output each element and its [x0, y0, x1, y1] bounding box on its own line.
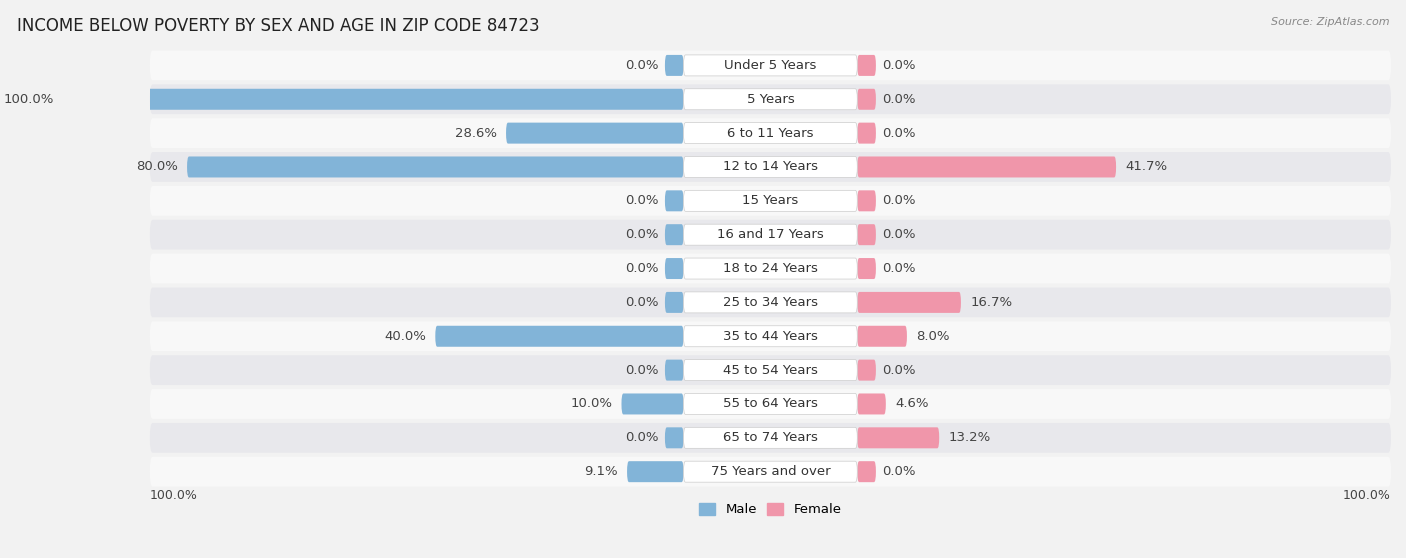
Text: Source: ZipAtlas.com: Source: ZipAtlas.com: [1271, 17, 1389, 27]
FancyBboxPatch shape: [150, 152, 1391, 182]
FancyBboxPatch shape: [665, 258, 683, 279]
FancyBboxPatch shape: [858, 427, 939, 448]
FancyBboxPatch shape: [858, 326, 907, 347]
Text: 100.0%: 100.0%: [3, 93, 53, 106]
FancyBboxPatch shape: [150, 355, 1391, 385]
FancyBboxPatch shape: [858, 258, 876, 279]
FancyBboxPatch shape: [665, 359, 683, 381]
FancyBboxPatch shape: [683, 190, 858, 211]
Text: 16.7%: 16.7%: [970, 296, 1012, 309]
FancyBboxPatch shape: [858, 224, 876, 245]
FancyBboxPatch shape: [150, 457, 1391, 487]
Text: 0.0%: 0.0%: [626, 431, 658, 444]
FancyBboxPatch shape: [150, 84, 1391, 114]
FancyBboxPatch shape: [665, 190, 683, 211]
FancyBboxPatch shape: [150, 220, 1391, 249]
Text: 0.0%: 0.0%: [882, 93, 915, 106]
Text: 0.0%: 0.0%: [882, 364, 915, 377]
Text: 0.0%: 0.0%: [882, 228, 915, 241]
Text: 5 Years: 5 Years: [747, 93, 794, 106]
Text: 80.0%: 80.0%: [136, 161, 177, 174]
FancyBboxPatch shape: [665, 427, 683, 448]
Text: 0.0%: 0.0%: [626, 59, 658, 72]
FancyBboxPatch shape: [683, 359, 858, 381]
FancyBboxPatch shape: [683, 427, 858, 448]
Text: 55 to 64 Years: 55 to 64 Years: [723, 397, 818, 411]
Text: 0.0%: 0.0%: [626, 364, 658, 377]
FancyBboxPatch shape: [683, 123, 858, 143]
Text: 100.0%: 100.0%: [1343, 489, 1391, 502]
FancyBboxPatch shape: [150, 321, 1391, 351]
Text: 25 to 34 Years: 25 to 34 Years: [723, 296, 818, 309]
FancyBboxPatch shape: [683, 156, 858, 177]
FancyBboxPatch shape: [858, 393, 886, 415]
FancyBboxPatch shape: [150, 51, 1391, 80]
FancyBboxPatch shape: [858, 156, 1116, 177]
FancyBboxPatch shape: [683, 55, 858, 76]
Text: 41.7%: 41.7%: [1125, 161, 1167, 174]
FancyBboxPatch shape: [506, 123, 683, 143]
Text: 12 to 14 Years: 12 to 14 Years: [723, 161, 818, 174]
Text: 0.0%: 0.0%: [626, 194, 658, 208]
Text: 0.0%: 0.0%: [882, 127, 915, 140]
FancyBboxPatch shape: [683, 393, 858, 415]
FancyBboxPatch shape: [858, 190, 876, 211]
FancyBboxPatch shape: [858, 461, 876, 482]
Text: 10.0%: 10.0%: [571, 397, 612, 411]
Text: INCOME BELOW POVERTY BY SEX AND AGE IN ZIP CODE 84723: INCOME BELOW POVERTY BY SEX AND AGE IN Z…: [17, 17, 540, 35]
FancyBboxPatch shape: [665, 55, 683, 76]
FancyBboxPatch shape: [858, 359, 876, 381]
FancyBboxPatch shape: [150, 389, 1391, 419]
FancyBboxPatch shape: [63, 89, 683, 110]
Text: 4.6%: 4.6%: [896, 397, 928, 411]
FancyBboxPatch shape: [858, 55, 876, 76]
Text: 75 Years and over: 75 Years and over: [710, 465, 830, 478]
Text: 0.0%: 0.0%: [882, 262, 915, 275]
Text: 35 to 44 Years: 35 to 44 Years: [723, 330, 818, 343]
Text: 16 and 17 Years: 16 and 17 Years: [717, 228, 824, 241]
Text: 0.0%: 0.0%: [626, 296, 658, 309]
Text: 0.0%: 0.0%: [626, 262, 658, 275]
Text: 9.1%: 9.1%: [583, 465, 617, 478]
Text: 0.0%: 0.0%: [882, 59, 915, 72]
FancyBboxPatch shape: [150, 186, 1391, 216]
FancyBboxPatch shape: [683, 258, 858, 279]
FancyBboxPatch shape: [858, 89, 876, 110]
FancyBboxPatch shape: [665, 292, 683, 313]
Legend: Male, Female: Male, Female: [693, 498, 846, 522]
Text: 0.0%: 0.0%: [626, 228, 658, 241]
FancyBboxPatch shape: [683, 326, 858, 347]
Text: Under 5 Years: Under 5 Years: [724, 59, 817, 72]
Text: 15 Years: 15 Years: [742, 194, 799, 208]
Text: 6 to 11 Years: 6 to 11 Years: [727, 127, 814, 140]
FancyBboxPatch shape: [621, 393, 683, 415]
Text: 100.0%: 100.0%: [150, 489, 198, 502]
FancyBboxPatch shape: [683, 292, 858, 313]
FancyBboxPatch shape: [150, 423, 1391, 453]
Text: 8.0%: 8.0%: [917, 330, 949, 343]
Text: 40.0%: 40.0%: [384, 330, 426, 343]
FancyBboxPatch shape: [187, 156, 683, 177]
Text: 65 to 74 Years: 65 to 74 Years: [723, 431, 818, 444]
FancyBboxPatch shape: [683, 461, 858, 482]
Text: 0.0%: 0.0%: [882, 465, 915, 478]
Text: 18 to 24 Years: 18 to 24 Years: [723, 262, 818, 275]
Text: 13.2%: 13.2%: [949, 431, 991, 444]
FancyBboxPatch shape: [436, 326, 683, 347]
Text: 0.0%: 0.0%: [882, 194, 915, 208]
FancyBboxPatch shape: [150, 287, 1391, 318]
FancyBboxPatch shape: [150, 118, 1391, 148]
FancyBboxPatch shape: [858, 292, 960, 313]
Text: 45 to 54 Years: 45 to 54 Years: [723, 364, 818, 377]
FancyBboxPatch shape: [150, 254, 1391, 283]
FancyBboxPatch shape: [683, 224, 858, 245]
FancyBboxPatch shape: [665, 224, 683, 245]
Text: 28.6%: 28.6%: [454, 127, 496, 140]
FancyBboxPatch shape: [858, 123, 876, 143]
FancyBboxPatch shape: [627, 461, 683, 482]
FancyBboxPatch shape: [683, 89, 858, 110]
